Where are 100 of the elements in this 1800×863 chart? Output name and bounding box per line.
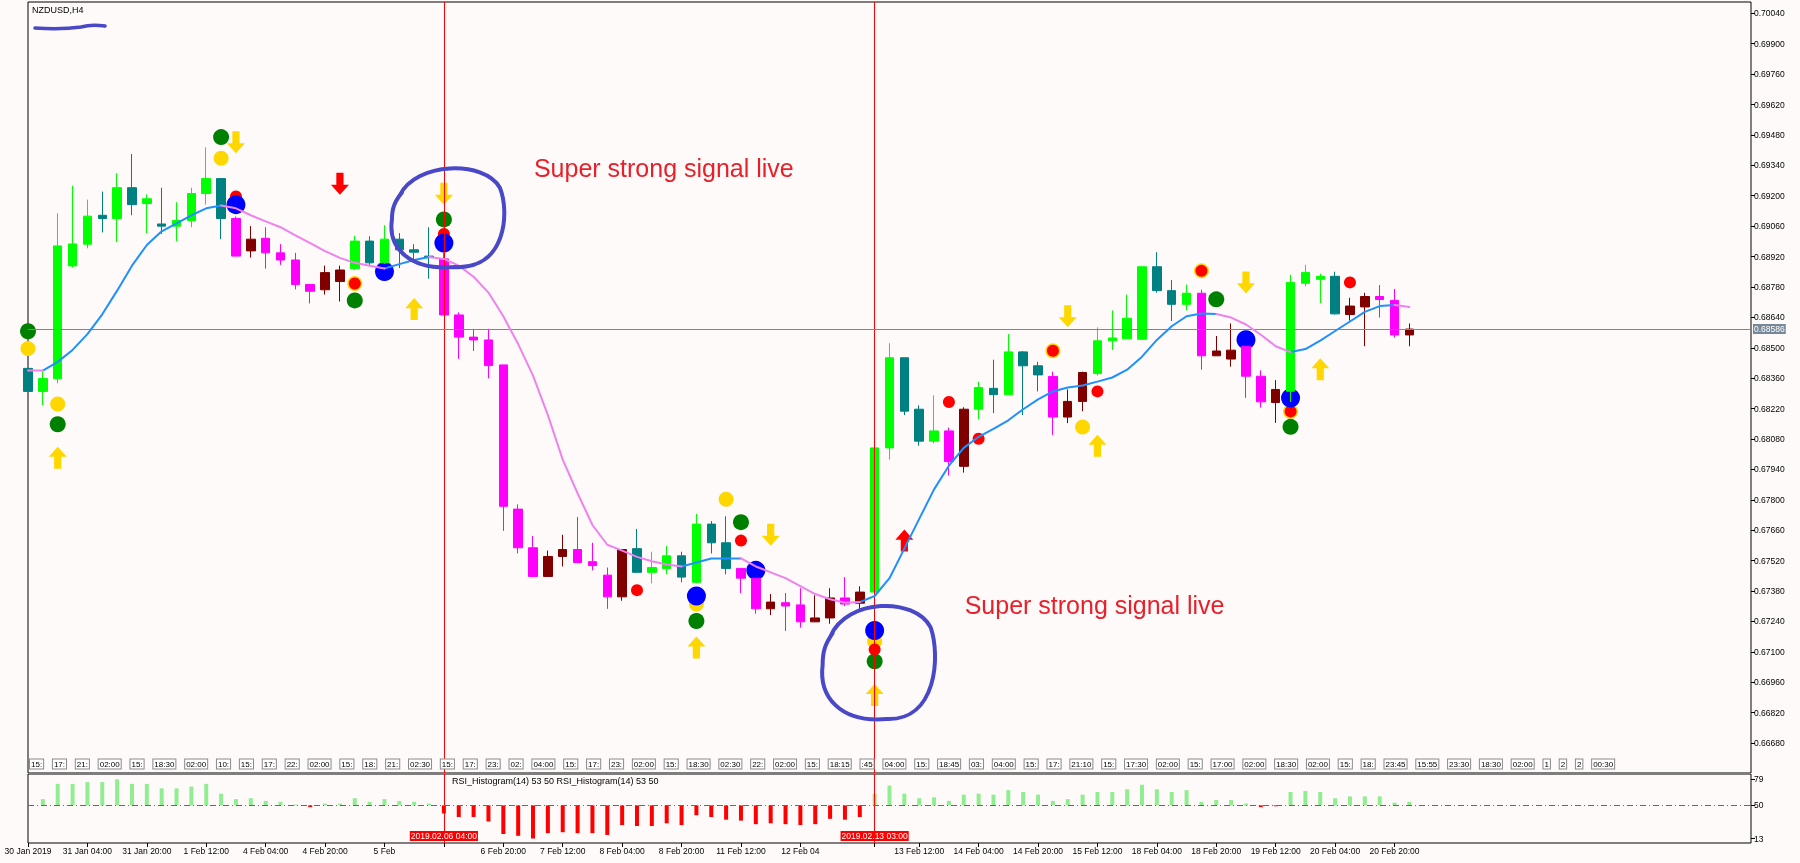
annotation: 17: <box>263 759 275 769</box>
annotation: 02:00 <box>1244 759 1265 769</box>
bar <box>724 805 729 820</box>
candlestick <box>603 567 612 610</box>
candlestick <box>543 550 553 577</box>
x-tick-label: 18 Feb 04:00 <box>1131 845 1183 856</box>
annotation: 18:30 <box>688 759 710 769</box>
candlestick <box>974 381 983 420</box>
candlestick <box>1197 289 1206 371</box>
bar <box>1303 791 1308 806</box>
y-tick-label: 0.68780 <box>1754 281 1785 292</box>
candlestick <box>959 406 969 474</box>
candlestick <box>647 551 657 584</box>
point <box>49 416 66 433</box>
x-tick-label: 6 Feb 20:00 <box>480 845 527 856</box>
bar <box>531 805 536 839</box>
annotation: 02:00 <box>186 759 207 769</box>
point <box>1236 271 1255 294</box>
annotation: 18:30 <box>154 759 175 769</box>
bar <box>129 783 134 806</box>
point <box>631 584 643 597</box>
bar <box>352 798 357 806</box>
bar <box>1154 789 1159 806</box>
annotation: 02:00 <box>1157 759 1179 769</box>
annotation: 17: <box>1048 759 1060 769</box>
candlestick <box>1271 379 1280 424</box>
annotation: 22: <box>752 759 764 769</box>
candlestick <box>320 265 330 296</box>
annotation: :45 <box>861 759 874 769</box>
annotation: 15: <box>31 759 43 769</box>
bar <box>1377 796 1382 806</box>
annotation: 04:00 <box>993 759 1015 769</box>
candlestick <box>1316 273 1325 304</box>
candlestick <box>736 567 746 594</box>
point <box>1311 358 1330 381</box>
annotation: 17: <box>464 759 476 769</box>
candlestick <box>929 394 939 444</box>
bar <box>233 799 238 806</box>
annotation: 02:30 <box>410 759 431 769</box>
bar <box>486 805 491 822</box>
candlestick <box>573 516 582 564</box>
candlestick <box>231 216 241 257</box>
x-tick-label: 31 Jan 04:00 <box>62 845 113 856</box>
annotation: 04:00 <box>884 759 905 769</box>
bar <box>516 805 521 836</box>
point <box>1075 419 1091 435</box>
y-tick-label: 0.68080 <box>1754 433 1785 444</box>
candlestick <box>187 187 196 228</box>
bar <box>857 805 862 818</box>
point <box>688 612 705 629</box>
candlestick <box>528 535 538 578</box>
candlestick <box>766 593 775 616</box>
bar <box>575 805 580 834</box>
bar <box>1214 799 1219 806</box>
candlestick <box>885 342 894 461</box>
bar <box>40 799 45 806</box>
candlestick <box>796 587 805 629</box>
candlestick <box>216 178 226 240</box>
candlestick <box>617 549 627 602</box>
x-tick-label: 19 Feb 12:00 <box>1250 845 1301 856</box>
bar <box>1065 799 1070 806</box>
annotation: 15:55 <box>1417 759 1438 769</box>
x-tick-label: 30 Jan 2019 <box>4 845 52 856</box>
candlestick <box>1301 264 1310 287</box>
candlestick <box>127 153 137 216</box>
point <box>734 534 747 547</box>
y-tick-label: 0.67800 <box>1754 494 1785 505</box>
y-tick-label: 0.70040 <box>1754 8 1785 19</box>
candlestick <box>246 225 256 259</box>
annotation: 21: <box>76 759 88 769</box>
candlestick <box>1048 371 1058 436</box>
bar <box>991 794 996 806</box>
point <box>213 129 230 146</box>
bar <box>1110 791 1115 806</box>
annotation: 02:00 <box>1307 759 1329 769</box>
candlestick <box>1256 369 1266 408</box>
candlestick <box>900 357 909 416</box>
x-tick-label: 7 Feb 12:00 <box>540 845 586 856</box>
bar <box>1095 791 1100 806</box>
chart-title: RSI_Histogram(14) 53 50 RSI_Histogram(14) 53 50 <box>452 775 659 786</box>
annotation: 18:15 <box>829 759 851 769</box>
bar <box>159 788 164 806</box>
bar <box>605 805 610 835</box>
annotation: 18:45 <box>939 759 960 769</box>
annotation: 23:30 <box>1449 759 1470 769</box>
bar <box>961 794 966 806</box>
y-tick-label: 0.68360 <box>1754 373 1785 384</box>
bar <box>620 805 625 826</box>
bar <box>664 805 669 824</box>
x-tick-label: 1 Feb 12:00 <box>183 845 230 856</box>
annotation: 15: <box>916 759 928 769</box>
candlestick <box>38 371 48 406</box>
y-tick-label: 0.69060 <box>1754 221 1785 232</box>
bar <box>248 798 253 806</box>
bar <box>382 799 387 806</box>
bar <box>917 798 922 806</box>
point <box>1091 385 1104 398</box>
bar <box>1288 791 1293 806</box>
annotation: 18: <box>364 759 376 769</box>
x-tick-label: 11 Feb 12:00 <box>716 845 766 856</box>
